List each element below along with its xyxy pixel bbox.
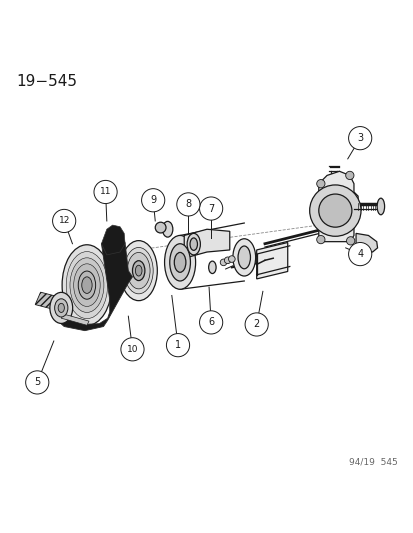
Circle shape [166, 334, 189, 357]
Text: 1: 1 [175, 340, 180, 350]
Ellipse shape [169, 244, 190, 281]
Ellipse shape [237, 246, 250, 269]
Text: 2: 2 [253, 319, 259, 329]
Polygon shape [57, 233, 132, 330]
Ellipse shape [62, 245, 112, 326]
Ellipse shape [164, 236, 195, 289]
Circle shape [348, 126, 371, 150]
Circle shape [316, 236, 324, 244]
Ellipse shape [174, 253, 185, 272]
Circle shape [26, 371, 49, 394]
Ellipse shape [232, 239, 255, 276]
Polygon shape [35, 292, 61, 310]
Ellipse shape [208, 261, 216, 273]
Circle shape [176, 193, 199, 216]
Ellipse shape [120, 240, 157, 301]
Text: 7: 7 [207, 204, 214, 214]
Circle shape [199, 197, 222, 220]
Ellipse shape [74, 264, 100, 306]
Polygon shape [61, 314, 89, 325]
Circle shape [345, 171, 353, 180]
Ellipse shape [376, 198, 384, 215]
Ellipse shape [135, 265, 142, 276]
Circle shape [316, 180, 324, 188]
Text: 4: 4 [356, 249, 362, 259]
Circle shape [346, 237, 354, 245]
Text: 3: 3 [356, 133, 362, 143]
Polygon shape [318, 171, 357, 241]
Text: 9: 9 [150, 195, 156, 205]
Circle shape [199, 311, 222, 334]
Ellipse shape [66, 252, 107, 319]
Circle shape [244, 313, 268, 336]
Polygon shape [184, 229, 229, 258]
Circle shape [348, 243, 371, 265]
Circle shape [228, 256, 235, 262]
Text: 19−545: 19−545 [17, 74, 77, 89]
Circle shape [141, 189, 164, 212]
Circle shape [309, 185, 360, 236]
Text: 6: 6 [208, 317, 214, 327]
Text: 8: 8 [185, 199, 191, 209]
Text: 5: 5 [34, 377, 40, 387]
Ellipse shape [70, 258, 104, 312]
Ellipse shape [190, 238, 197, 251]
Ellipse shape [124, 247, 153, 294]
Polygon shape [101, 225, 125, 255]
Ellipse shape [132, 261, 145, 280]
Circle shape [155, 222, 166, 233]
Ellipse shape [78, 271, 95, 299]
Text: 11: 11 [100, 188, 111, 197]
Text: 10: 10 [126, 345, 138, 354]
Ellipse shape [187, 233, 200, 255]
Ellipse shape [50, 293, 73, 324]
Circle shape [220, 259, 226, 265]
Ellipse shape [162, 221, 173, 237]
Circle shape [94, 180, 117, 204]
Text: 12: 12 [58, 216, 70, 225]
Ellipse shape [55, 299, 68, 317]
Polygon shape [256, 243, 287, 279]
Circle shape [121, 338, 144, 361]
Text: 94/19  545: 94/19 545 [348, 457, 396, 466]
Ellipse shape [58, 303, 64, 312]
Ellipse shape [127, 253, 150, 289]
Circle shape [224, 257, 230, 264]
Circle shape [52, 209, 76, 232]
Polygon shape [355, 233, 377, 252]
Circle shape [318, 194, 351, 227]
Ellipse shape [81, 277, 92, 293]
